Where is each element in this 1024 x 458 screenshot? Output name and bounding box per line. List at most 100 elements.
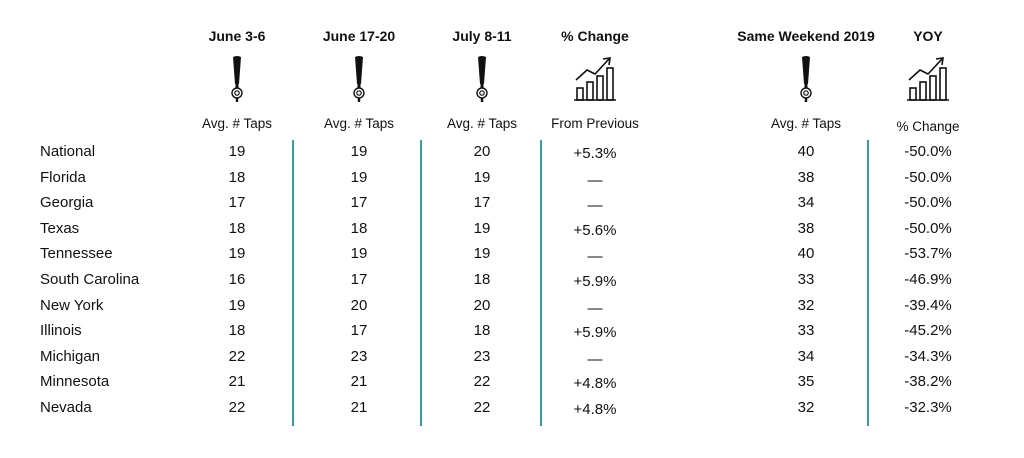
table-cell: -46.9% [904, 271, 952, 288]
state-label: Tennessee [40, 245, 113, 263]
state-label: Nevada [40, 399, 92, 416]
beer-tap-icon [800, 56, 812, 102]
no-change-dash: — [587, 248, 603, 266]
table-cell: +5.9% [573, 324, 617, 342]
table-cell: — [545, 248, 645, 265]
table-cell: 18 [473, 322, 491, 340]
no-change-dash: — [587, 171, 603, 189]
column-header: June 17-20 [322, 28, 396, 44]
state-label: New York [40, 296, 104, 314]
table-cell: -53.7% [904, 245, 952, 263]
table-cell: 17 [228, 194, 246, 212]
table-cell: 20 [473, 143, 491, 160]
beer-tap-icon [349, 54, 369, 109]
state-label: Michigan [40, 347, 101, 365]
table-cell: 19 [228, 245, 246, 263]
table-cell: 22 [473, 399, 491, 416]
table-cell: 19 [350, 143, 368, 160]
column-header: Same Weekend 2019 [737, 28, 875, 44]
table-cell: 32 [797, 399, 815, 416]
table-cell: 18 [228, 168, 246, 186]
state-label: South Carolina [40, 271, 140, 288]
state-label: Georgia [40, 194, 94, 212]
table-cell: 38 [797, 168, 815, 186]
state-label: Minnesota [40, 373, 110, 391]
table-row: South Carolina 16 17 18 +5.9% 33 -46.9% [0, 271, 1024, 295]
table-row: New York 19 20 20 — 32 -39.4% [0, 297, 1024, 321]
table-cell: 18 [228, 322, 246, 340]
growth-chart-icon [906, 54, 950, 107]
table-cell: 19 [228, 143, 246, 160]
table-cell: -50.0% [904, 168, 952, 186]
table-cell: 19 [350, 245, 368, 263]
table-row: Michigan 22 23 23 — 34 -34.3% [0, 348, 1024, 372]
table-cell: 23 [350, 347, 368, 365]
table-cell: 40 [797, 245, 815, 263]
table-cell: 19 [350, 168, 368, 186]
table-cell: +5.9% [573, 273, 617, 290]
table-cell: 40 [797, 143, 815, 160]
table-cell: 38 [797, 219, 815, 237]
beer-tap-icon [796, 54, 816, 109]
table-cell: 17 [473, 194, 491, 212]
state-label: Florida [40, 168, 86, 186]
table-row: Illinois 18 17 18 +5.9% 33 -45.2% [0, 322, 1024, 346]
column-subheader: From Previous [551, 116, 639, 131]
table-cell: — [545, 351, 645, 368]
table-cell: -34.3% [904, 347, 952, 365]
table-cell: -50.0% [904, 219, 952, 237]
table-cell: 17 [350, 271, 368, 288]
table-cell: 16 [228, 271, 246, 288]
table-row: Tennessee 19 19 19 — 40 -53.7% [0, 245, 1024, 269]
table-cell: 21 [350, 399, 368, 416]
table-cell: 33 [797, 322, 815, 340]
table-cell: 21 [228, 373, 246, 391]
growth-chart-icon [574, 57, 616, 101]
column-subheader: % Change [896, 119, 960, 134]
table-cell: -32.3% [904, 399, 952, 416]
table-cell: 20 [473, 296, 491, 314]
table-row: National 19 19 20 +5.3% 40 -50.0% [0, 143, 1024, 167]
table-cell: +4.8% [573, 401, 617, 418]
table-cell: — [545, 197, 645, 214]
table-cell: +4.8% [573, 375, 617, 393]
table-cell: 22 [228, 399, 246, 416]
table-row: Georgia 17 17 17 — 34 -50.0% [0, 194, 1024, 218]
state-label: National [40, 143, 96, 160]
growth-chart-icon [573, 54, 617, 107]
table-row: Nevada 22 21 22 +4.8% 32 -32.3% [0, 399, 1024, 423]
table-cell: 32 [797, 296, 815, 314]
table-cell: 23 [473, 347, 491, 365]
table-cell: 22 [228, 347, 246, 365]
table-cell: 19 [473, 168, 491, 186]
table-cell: -45.2% [904, 322, 952, 340]
growth-chart-icon [907, 57, 949, 101]
column-subheader: Avg. # Taps [323, 116, 395, 131]
beer-tap-icon [231, 56, 243, 102]
table-cell: -39.4% [904, 296, 952, 314]
table-row: Texas 18 18 19 +5.6% 38 -50.0% [0, 220, 1024, 244]
column-divider [540, 140, 542, 426]
column-divider [420, 140, 422, 426]
no-change-dash: — [587, 197, 603, 215]
column-header: June 3-6 [208, 28, 266, 44]
table-cell: -50.0% [904, 143, 952, 160]
table-cell: 18 [228, 219, 246, 237]
table-cell: +5.3% [573, 145, 617, 162]
state-label: Illinois [40, 322, 82, 340]
table-cell: -50.0% [904, 194, 952, 212]
table-cell: 18 [473, 271, 491, 288]
table-cell: 34 [797, 194, 815, 212]
table-cell: — [545, 300, 645, 317]
no-change-dash: — [587, 350, 603, 368]
column-divider [867, 140, 869, 426]
column-subheader: Avg. # Taps [770, 116, 842, 131]
table-cell: 21 [350, 373, 368, 391]
table-row: Minnesota 21 21 22 +4.8% 35 -38.2% [0, 373, 1024, 397]
beer-tap-icon [353, 56, 365, 102]
table-cell: 19 [473, 245, 491, 263]
column-subheader: Avg. # Taps [201, 116, 273, 131]
column-header: July 8-11 [452, 28, 512, 44]
table-cell: 22 [473, 373, 491, 391]
column-subheader: Avg. # Taps [446, 116, 518, 131]
